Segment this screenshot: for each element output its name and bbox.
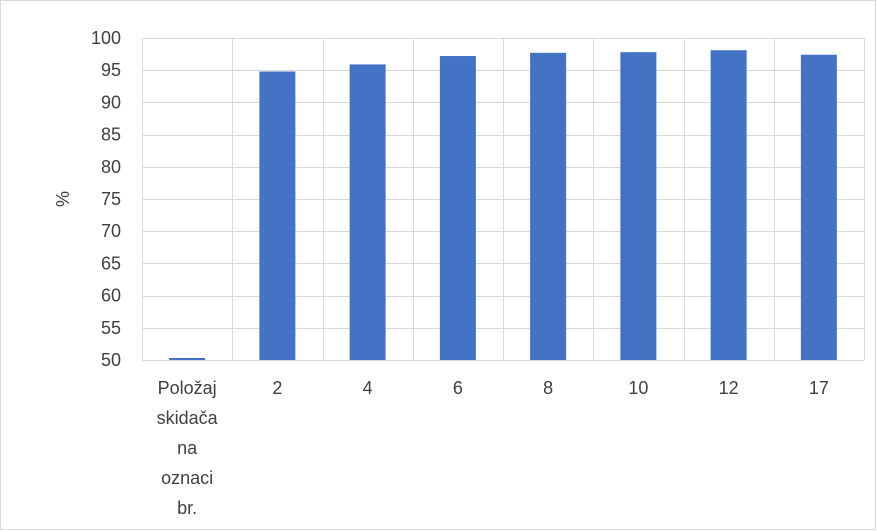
bar [530,52,567,360]
bar [349,64,386,361]
y-tick-label: 65 [101,253,121,273]
x-tick-label: 12 [719,378,739,398]
x-tick-label: 8 [543,378,553,398]
y-tick-label: 95 [101,60,121,80]
y-axis-ticks: 50 55 60 65 70 75 80 85 90 95 100 [91,28,121,370]
y-tick-label: 80 [101,157,121,177]
y-tick-label: 85 [101,125,121,145]
x-axis-ticks: Položaj skidača na oznaci br. 2 4 6 8 10 12 17 [157,378,829,518]
y-tick-label: 60 [101,286,121,306]
bar [620,52,657,360]
bar [259,71,296,360]
x-tick-label: 17 [809,378,829,398]
bar [800,54,837,361]
y-tick-label: 50 [101,350,121,370]
x-tick-label: 2 [272,378,282,398]
bar [710,50,747,361]
y-axis-title: % [53,191,73,207]
bar-series [169,50,837,361]
x-tick-label: 4 [363,378,373,398]
y-tick-label: 55 [101,318,121,338]
bar [439,56,476,360]
bar [169,358,206,360]
y-tick-label: 75 [101,189,121,209]
x-tick-label: 6 [453,378,463,398]
gridlines [142,38,865,361]
y-tick-label: 100 [91,28,121,48]
x-tick-label: 10 [628,378,648,398]
x-tick-label: Položaj skidača na oznaci br. [157,378,219,518]
y-tick-label: 90 [101,92,121,112]
y-tick-label: 70 [101,221,121,241]
